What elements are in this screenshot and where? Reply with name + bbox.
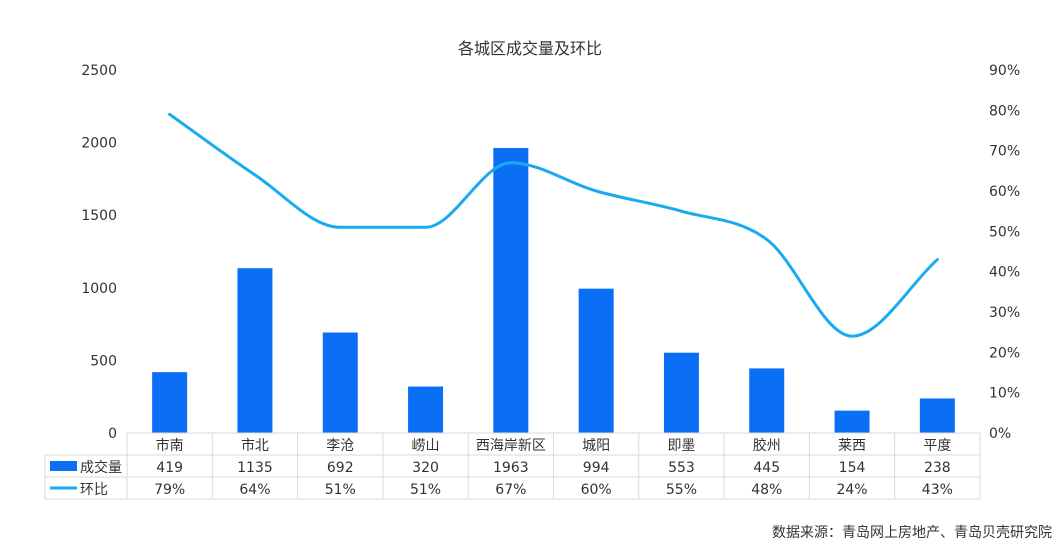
line-value-label: 60% xyxy=(581,482,612,498)
bar xyxy=(322,332,358,433)
bar xyxy=(237,268,273,433)
category-label: 西海岸新区 xyxy=(476,438,546,454)
line-value-label: 51% xyxy=(410,482,441,498)
bar-value-label: 419 xyxy=(156,460,183,476)
legend-line-label: 环比 xyxy=(80,482,108,498)
line-series xyxy=(168,112,939,338)
line-value-label: 24% xyxy=(836,482,867,498)
right-axis-tick-label: 70% xyxy=(989,144,1020,160)
category-label: 李沧 xyxy=(326,437,354,454)
line-value-label: 43% xyxy=(922,482,953,498)
left-axis: 0 500 1000 1500 2000 2500 xyxy=(81,63,117,442)
category-label: 胶州 xyxy=(753,437,781,454)
right-axis-tick-label: 30% xyxy=(989,305,1020,321)
right-axis-tick-label: 0% xyxy=(989,426,1011,442)
right-axis-tick-label: 50% xyxy=(989,224,1020,240)
right-axis-tick-label: 80% xyxy=(989,103,1020,119)
chart-title: 各城区成交量及环比 xyxy=(458,39,602,58)
bar-value-label: 320 xyxy=(412,460,439,476)
left-axis-tick-label: 2500 xyxy=(81,63,117,79)
right-axis-tick-label: 20% xyxy=(989,345,1020,361)
category-label: 城阳 xyxy=(582,438,610,454)
bar xyxy=(152,372,188,433)
right-axis-tick-label: 90% xyxy=(989,63,1020,79)
bar-series xyxy=(152,147,955,433)
right-axis: 0% 10% 20% 30% 40% 50% 60% 70% 80% 90% xyxy=(989,63,1020,442)
line-value-label: 51% xyxy=(325,482,356,498)
bar xyxy=(493,147,529,433)
line-value-label: 79% xyxy=(154,482,185,498)
bar-value-label: 238 xyxy=(924,460,951,476)
bar xyxy=(408,386,444,433)
bar xyxy=(749,368,785,433)
bar xyxy=(834,410,870,433)
bar xyxy=(578,288,614,433)
line-value-label: 55% xyxy=(666,482,697,498)
bar-value-label: 445 xyxy=(753,460,780,476)
bar-value-label: 1135 xyxy=(237,460,273,476)
bar-value-label: 994 xyxy=(583,460,610,476)
line-value-label: 64% xyxy=(239,482,270,498)
right-axis-tick-label: 10% xyxy=(989,386,1020,402)
bar-value-label: 692 xyxy=(327,460,354,476)
category-label: 莱西 xyxy=(838,438,866,454)
line-path xyxy=(168,112,939,338)
line-value-label: 48% xyxy=(751,482,782,498)
category-label: 即墨 xyxy=(667,438,695,454)
bar-value-label: 154 xyxy=(839,460,866,476)
right-axis-tick-label: 60% xyxy=(989,184,1020,200)
legend-bar-label: 成交量 xyxy=(80,459,122,476)
left-axis-tick-label: 1000 xyxy=(81,281,117,297)
legend-bar-swatch xyxy=(50,461,77,471)
category-label: 市南 xyxy=(156,437,184,454)
bar-value-label: 1963 xyxy=(493,460,529,476)
left-axis-tick-label: 0 xyxy=(108,426,117,442)
category-label: 平度 xyxy=(923,438,951,454)
category-label: 市北 xyxy=(241,437,269,454)
bar-value-label: 553 xyxy=(668,460,695,476)
right-axis-tick-label: 40% xyxy=(989,265,1020,281)
category-label: 崂山 xyxy=(412,438,440,454)
bar xyxy=(919,398,955,433)
left-axis-tick-label: 500 xyxy=(90,353,117,369)
source-note: 数据来源：青岛网上房地产、青岛贝壳研究院 xyxy=(772,525,1052,541)
line-value-label: 67% xyxy=(495,482,526,498)
left-axis-tick-label: 1500 xyxy=(81,208,117,224)
bar xyxy=(663,352,699,433)
left-axis-tick-label: 2000 xyxy=(81,136,117,152)
